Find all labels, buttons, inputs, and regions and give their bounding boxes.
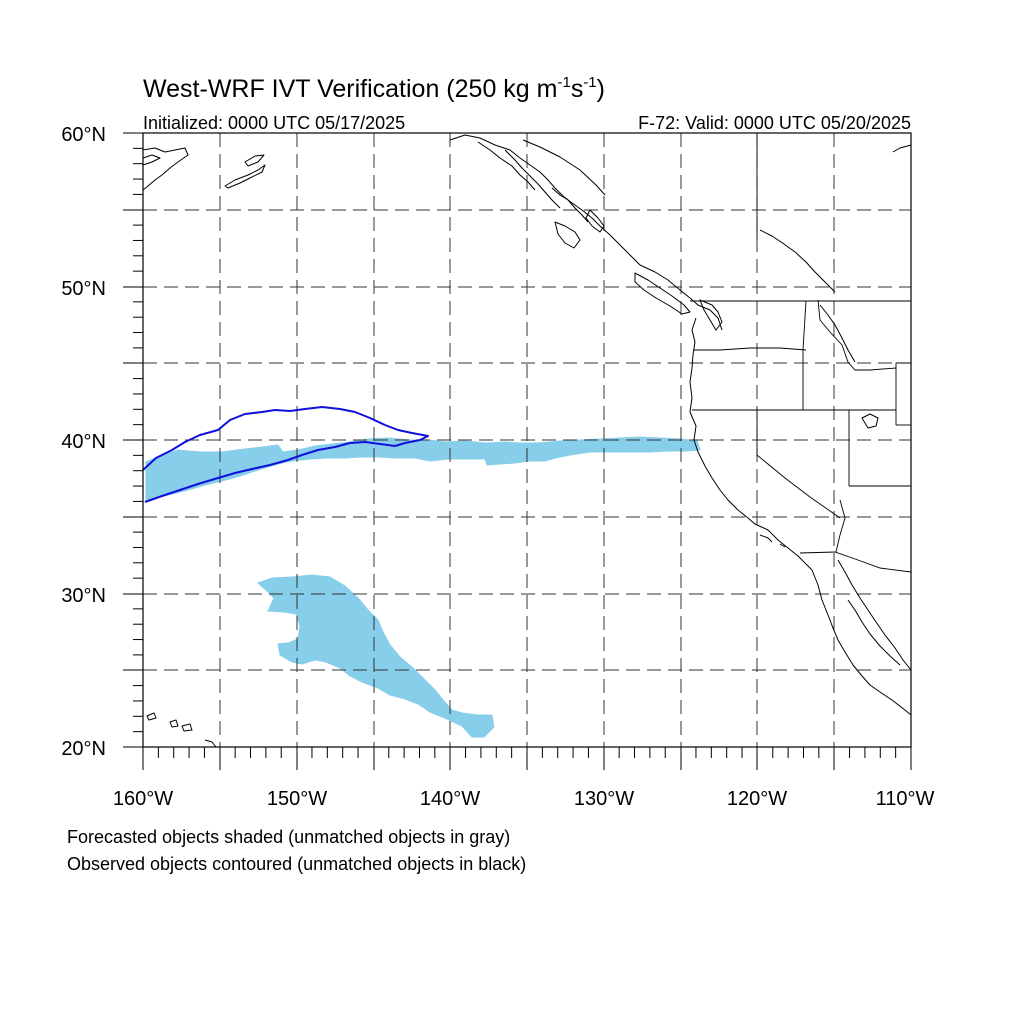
- axis-ticks: [123, 132, 912, 770]
- map-title: West-WRF IVT Verification (250 kg m-1s-1…: [143, 74, 605, 103]
- lat-label: 40°N: [61, 431, 106, 453]
- coastlines: [142, 134, 912, 748]
- lon-label: 150°W: [267, 788, 327, 810]
- minor-ticks: [133, 147, 897, 758]
- forecast-object-atmospheric-river: [145, 436, 701, 501]
- lat-label: 20°N: [61, 738, 106, 760]
- lon-label: 110°W: [876, 788, 935, 810]
- lat-label: 50°N: [61, 278, 106, 300]
- forecast-objects: [145, 436, 701, 738]
- latitude-labels: 60°N 50°N 40°N 30°N 20°N: [61, 124, 106, 760]
- valid-time: F-72: Valid: 0000 UTC 05/20/2025: [638, 113, 911, 133]
- observed-object-contour: [142, 406, 429, 503]
- lon-label: 120°W: [727, 788, 787, 810]
- political-borders: [690, 133, 912, 573]
- lat-label: 30°N: [61, 585, 106, 607]
- graticule: [143, 133, 911, 747]
- lon-label: 160°W: [113, 788, 173, 810]
- note-forecast: Forecasted objects shaded (unmatched obj…: [67, 827, 510, 847]
- forecast-object-southern: [257, 574, 495, 738]
- lat-label: 60°N: [61, 124, 106, 146]
- longitude-labels: 160°W 150°W 140°W 130°W 120°W 110°W: [113, 788, 935, 810]
- lon-label: 140°W: [420, 788, 480, 810]
- note-observed: Observed objects contoured (unmatched ob…: [67, 854, 526, 874]
- initialized-time: Initialized: 0000 UTC 05/17/2025: [143, 113, 405, 133]
- lon-label: 130°W: [574, 788, 634, 810]
